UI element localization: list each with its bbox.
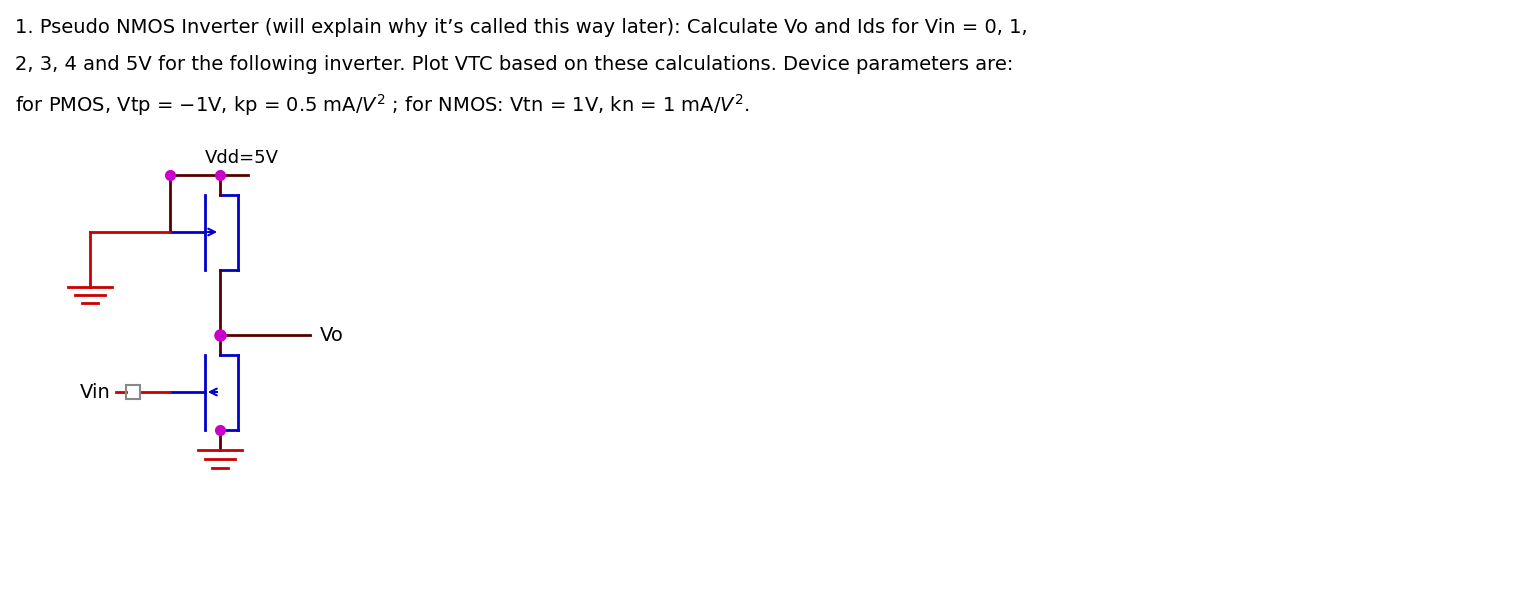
Text: Vin: Vin — [80, 383, 111, 402]
Text: Vo: Vo — [320, 325, 344, 344]
Text: Vdd=5V: Vdd=5V — [204, 149, 280, 167]
Text: 1. Pseudo NMOS Inverter (will explain why it’s called this way later): Calculate: 1. Pseudo NMOS Inverter (will explain wh… — [15, 18, 1028, 37]
Bar — [126, 385, 140, 399]
Text: for PMOS, Vtp = $-$1V, kp = 0.5 mA$/V^2$ ; for NMOS: Vtn = 1V, kn = 1 mA$/V^2$.: for PMOS, Vtp = $-$1V, kp = 0.5 mA$/V^2$… — [15, 92, 750, 118]
Text: 2, 3, 4 and 5V for the following inverter. Plot VTC based on these calculations.: 2, 3, 4 and 5V for the following inverte… — [15, 55, 1013, 74]
